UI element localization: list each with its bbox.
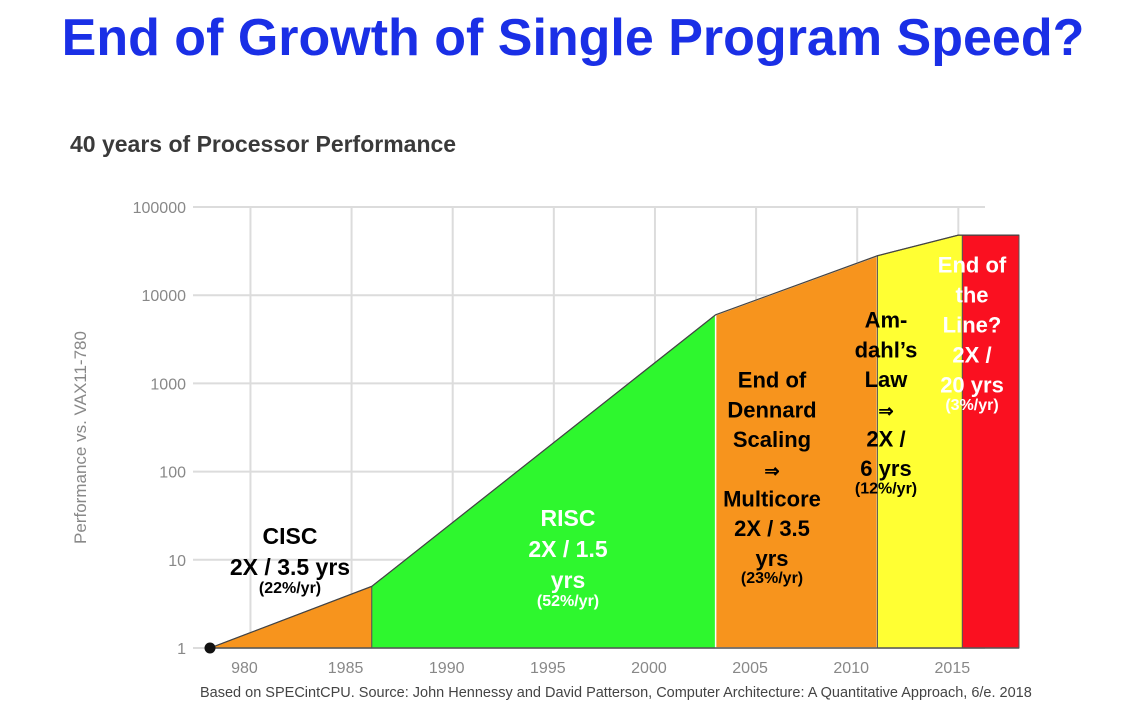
x-tick-label: 2005 — [732, 660, 768, 677]
region-rate-label: (22%/yr) — [259, 580, 321, 597]
region-label-line: Multicore — [723, 487, 821, 512]
region-rate-label: (52%/yr) — [537, 593, 599, 610]
region-label-line: CISC — [263, 523, 318, 549]
region-label-line: yrs — [551, 567, 586, 593]
region-label-line: the — [956, 283, 989, 308]
x-tick-label: 1985 — [328, 660, 364, 677]
era-regions — [209, 234, 1020, 649]
performance-line — [209, 234, 1019, 649]
region-label-line: 2X / 3.5 — [734, 516, 810, 541]
y-tick-label: 10 — [168, 553, 186, 570]
region-label-line: 6 yrs — [860, 456, 911, 481]
x-tick-label: 2015 — [935, 660, 971, 677]
region-label-line: 2X / — [866, 427, 905, 452]
x-tick-label: 1995 — [530, 660, 566, 677]
region-label-line: Dennard — [727, 397, 816, 422]
region-label-line: dahl’s — [855, 337, 918, 362]
region-label-line: RISC — [541, 505, 596, 531]
x-tick-label: 980 — [231, 660, 258, 677]
region-label-line: 2X / — [952, 343, 991, 368]
region-label-line: Line? — [943, 313, 1002, 338]
region-label-line: ⇒ — [878, 401, 893, 421]
region-rate-label: (3%/yr) — [945, 397, 998, 414]
region-label-line: yrs — [755, 546, 788, 571]
slide-title: End of Growth of Single Program Speed? — [61, 9, 1085, 67]
region-label-line: Scaling — [733, 427, 811, 452]
region-rate-label: (12%/yr) — [855, 480, 917, 497]
region-label-line: 2X / 3.5 yrs — [230, 554, 350, 580]
y-tick-label: 10000 — [142, 288, 187, 305]
y-axis-label: Performance vs. VAX11-780 — [71, 331, 90, 544]
source-caption: Based on SPECintCPU. Source: John Hennes… — [200, 685, 1032, 701]
x-tick-label: 2000 — [631, 660, 667, 677]
x-tick-label: 1990 — [429, 660, 465, 677]
region-rate-label: (23%/yr) — [741, 570, 803, 587]
x-tick-label: 2010 — [833, 660, 869, 677]
y-tick-label: 100 — [159, 465, 186, 482]
y-tick-label: 1 — [177, 641, 186, 658]
chart-title: 40 years of Processor Performance — [70, 131, 457, 157]
region-label-line: End of — [738, 368, 807, 393]
region-label-line: 2X / 1.5 — [528, 536, 607, 562]
start-point-marker — [204, 642, 216, 654]
y-tick-label: 100000 — [133, 200, 186, 217]
region-label-line: Law — [865, 367, 909, 392]
region-label-line: Am- — [865, 308, 908, 333]
region-label-line: 20 yrs — [940, 373, 1004, 398]
region-label-line: ⇒ — [764, 461, 779, 481]
region-label-line: End of — [938, 253, 1007, 278]
y-tick-label: 1000 — [150, 376, 186, 393]
